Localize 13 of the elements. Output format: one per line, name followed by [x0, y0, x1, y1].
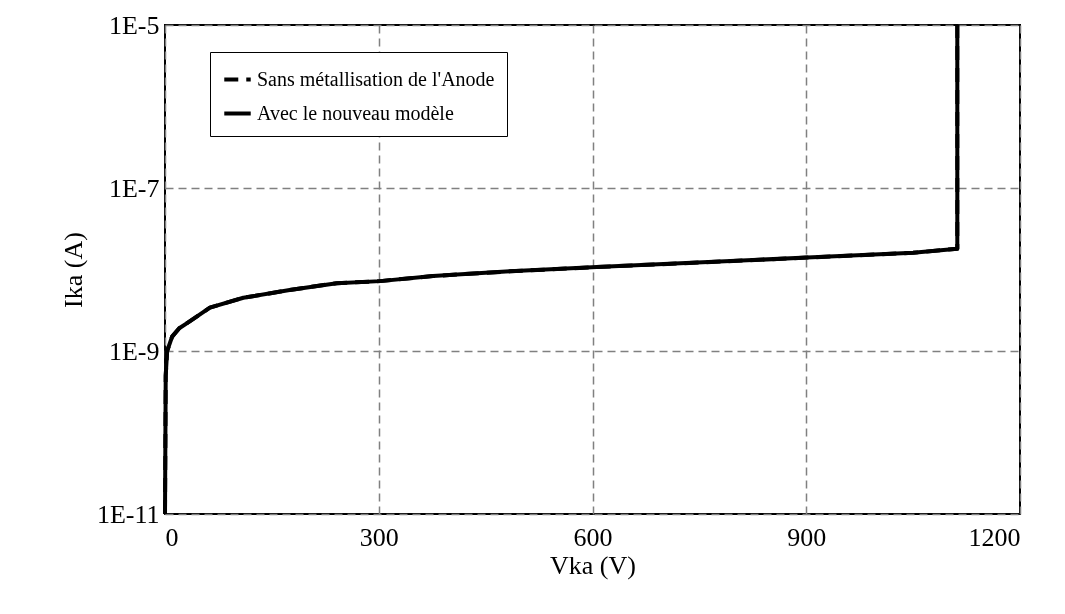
y-tick-label: 1E-9 — [108, 336, 160, 366]
x-tick-label: 900 — [787, 522, 827, 552]
y-tick-label: 1E-5 — [108, 10, 160, 40]
y-tick-label: 1E-11 — [96, 499, 160, 529]
x-tick-label: 600 — [573, 522, 613, 552]
y-tick-label: 1E-7 — [108, 173, 160, 203]
legend-label: Avec le nouveau modèle — [257, 101, 454, 124]
x-tick-label: 0 — [165, 522, 179, 552]
x-tick-label: 300 — [359, 522, 399, 552]
legend-label: Sans métallisation de l'Anode — [257, 67, 495, 90]
y-axis-title: Ika (A) — [58, 232, 88, 308]
x-tick-label: 1200 — [968, 522, 1021, 552]
x-axis-title: Vka (V) — [550, 550, 636, 580]
